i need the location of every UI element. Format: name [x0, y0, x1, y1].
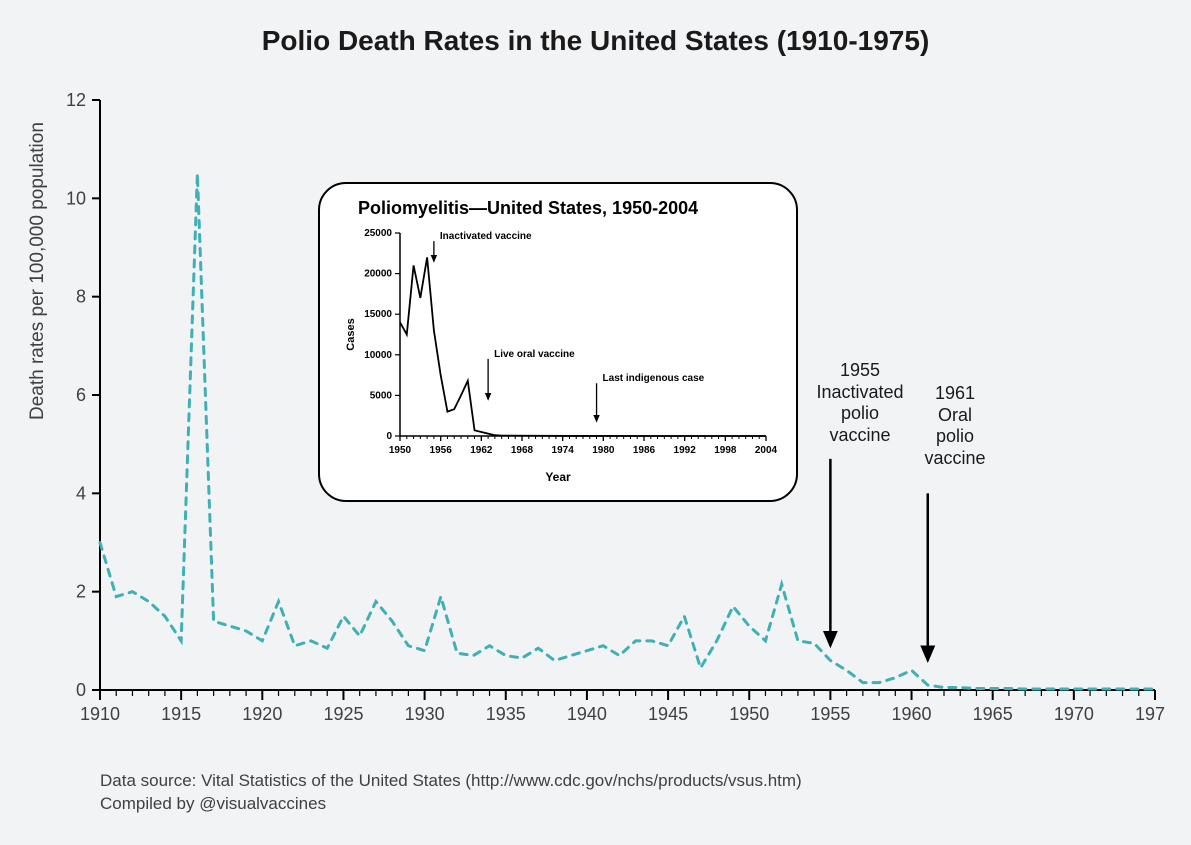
svg-text:1980: 1980	[592, 445, 615, 456]
svg-text:4: 4	[76, 483, 86, 503]
svg-text:0: 0	[76, 680, 86, 700]
svg-text:2004: 2004	[755, 445, 778, 456]
svg-text:1986: 1986	[633, 445, 656, 456]
svg-text:1968: 1968	[511, 445, 534, 456]
svg-text:1925: 1925	[323, 704, 363, 724]
svg-text:Inactivated vaccine: Inactivated vaccine	[440, 231, 532, 242]
inset-chart-container: Poliomyelitis—United States, 1950-2004 0…	[318, 182, 798, 502]
svg-text:5000: 5000	[370, 390, 393, 401]
svg-text:1965: 1965	[973, 704, 1013, 724]
svg-text:2: 2	[76, 582, 86, 602]
svg-text:1974: 1974	[552, 445, 575, 456]
svg-text:1975: 1975	[1135, 704, 1165, 724]
svg-text:1950: 1950	[729, 704, 769, 724]
svg-text:1955: 1955	[810, 704, 850, 724]
footer-line2: Compiled by @visualvaccines	[100, 793, 802, 816]
svg-text:8: 8	[76, 287, 86, 307]
annotation-1955-line2: polio	[805, 403, 915, 425]
svg-text:1950: 1950	[389, 445, 412, 456]
page-title: Polio Death Rates in the United States (…	[0, 25, 1191, 57]
svg-text:10: 10	[66, 188, 86, 208]
svg-text:1915: 1915	[161, 704, 201, 724]
svg-text:10000: 10000	[364, 350, 392, 361]
inset-title: Poliomyelitis—United States, 1950-2004	[358, 198, 778, 219]
svg-text:25000: 25000	[364, 228, 392, 239]
annotation-1955-line1: Inactivated	[805, 382, 915, 404]
svg-text:1920: 1920	[242, 704, 282, 724]
svg-text:15000: 15000	[364, 309, 392, 320]
main-chart-container: Death rates per 100,000 population 02468…	[45, 90, 1165, 740]
svg-text:1945: 1945	[648, 704, 688, 724]
svg-text:1998: 1998	[714, 445, 737, 456]
inset-chart-svg: 0 5000 10000 15000 20000 25000 Cases 1950 1956 19…	[338, 223, 778, 468]
svg-text:1992: 1992	[674, 445, 697, 456]
annotation-1961-year: 1961	[900, 383, 1010, 405]
svg-text:1930: 1930	[405, 704, 445, 724]
annotation-1955: 1955 Inactivated polio vaccine	[805, 360, 915, 446]
svg-text:20000: 20000	[364, 269, 392, 280]
annotation-1961-line3: vaccine	[900, 448, 1010, 470]
inset-x-label: Year	[338, 470, 778, 484]
annotation-1955-year: 1955	[805, 360, 915, 382]
annotation-1955-line3: vaccine	[805, 425, 915, 447]
svg-text:0: 0	[386, 431, 392, 442]
svg-text:1935: 1935	[486, 704, 526, 724]
svg-text:1960: 1960	[892, 704, 932, 724]
svg-text:1970: 1970	[1054, 704, 1094, 724]
annotation-1961-line2: polio	[900, 426, 1010, 448]
svg-text:12: 12	[66, 90, 86, 110]
svg-text:Live oral vaccine: Live oral vaccine	[494, 349, 575, 360]
footer-line1: Data source: Vital Statistics of the Uni…	[100, 770, 802, 793]
svg-text:Cases: Cases	[345, 318, 357, 350]
footer: Data source: Vital Statistics of the Uni…	[100, 770, 802, 816]
svg-text:1962: 1962	[470, 445, 493, 456]
annotation-1961-line1: Oral	[900, 405, 1010, 427]
svg-text:1910: 1910	[80, 704, 120, 724]
annotation-1961: 1961 Oral polio vaccine	[900, 383, 1010, 469]
svg-text:6: 6	[76, 385, 86, 405]
svg-text:1956: 1956	[430, 445, 453, 456]
svg-text:Last indigenous case: Last indigenous case	[603, 373, 705, 384]
svg-text:1940: 1940	[567, 704, 607, 724]
